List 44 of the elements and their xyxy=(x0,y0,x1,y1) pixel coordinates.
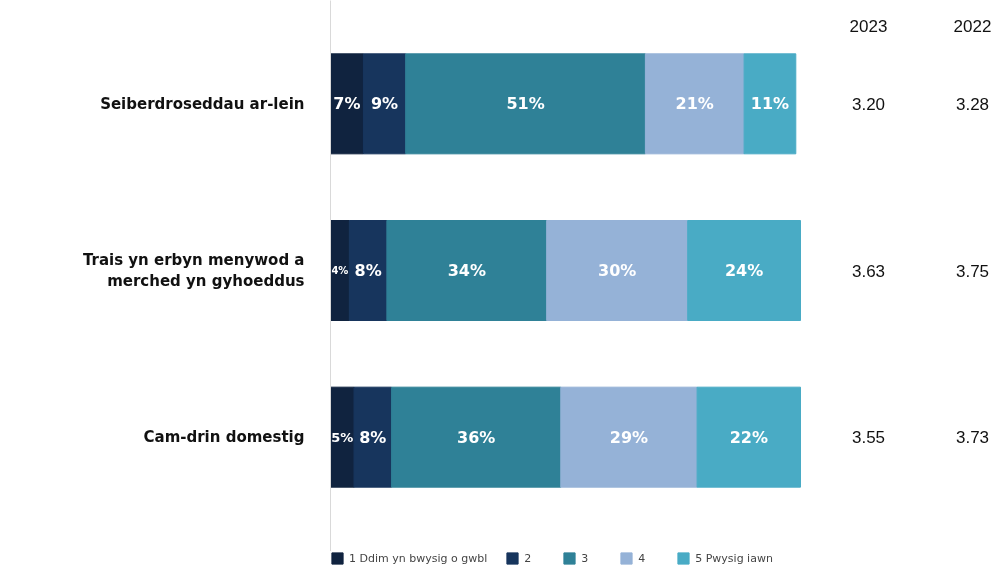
data-label: 11% xyxy=(750,94,790,114)
y-tick-label: Trais yn erbyn menywod a merched yn gyhoeddus xyxy=(82,250,305,291)
bar xyxy=(546,220,689,321)
data-label: 30% xyxy=(598,261,637,280)
legend-label: 4 xyxy=(638,551,647,565)
data-label: 51% xyxy=(506,94,545,114)
text: 3.75 xyxy=(955,261,990,281)
data-label: 34% xyxy=(447,261,486,280)
data-label: 22% xyxy=(729,427,768,447)
data-label: 4% xyxy=(331,265,349,276)
text: 3.20 xyxy=(851,94,886,114)
data-label: 21% xyxy=(675,94,714,114)
y-tick-label: Cam-drin domestig xyxy=(143,428,305,447)
data-label: 36% xyxy=(457,427,496,447)
data-label: 7% xyxy=(333,94,361,114)
bar xyxy=(386,220,548,321)
y-tick-label: Seiberdroseddau ar-lein xyxy=(100,94,305,113)
bar xyxy=(353,386,393,488)
text: 3.55 xyxy=(851,428,886,448)
data-label: 29% xyxy=(609,427,649,447)
bar xyxy=(743,53,797,155)
text: 2022 xyxy=(953,16,992,36)
text: 3.63 xyxy=(851,261,886,281)
bar xyxy=(644,53,745,155)
bar xyxy=(330,53,364,155)
bar xyxy=(687,220,801,321)
legend-label: 1 Ddim yn bwysig o gwbl xyxy=(349,551,488,565)
data-label: 8% xyxy=(354,261,382,280)
data-label: 24% xyxy=(724,261,764,280)
legend-label: 5 Pwysig iawn xyxy=(695,551,773,565)
bar xyxy=(560,386,698,488)
bar xyxy=(696,386,801,488)
text: 3.28 xyxy=(955,94,990,114)
bar xyxy=(391,386,562,488)
data-label: 9% xyxy=(370,94,399,114)
bar xyxy=(405,53,646,155)
legend-label: 2 xyxy=(524,551,533,565)
bar xyxy=(348,220,388,321)
data-label: 5% xyxy=(331,429,354,445)
text: 2023 xyxy=(849,16,888,36)
bar xyxy=(362,53,407,155)
data-label: 8% xyxy=(359,427,387,447)
legend-label: 3 xyxy=(581,551,590,565)
text: 3.73 xyxy=(955,428,990,448)
